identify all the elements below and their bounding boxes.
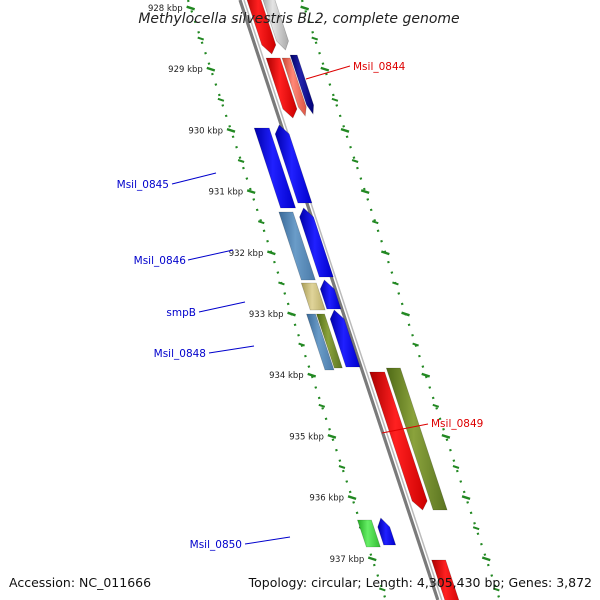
leader-line (381, 423, 429, 434)
major-tick (461, 495, 471, 501)
tick-label: 932 kbp (229, 249, 264, 259)
minor-tick (472, 526, 480, 531)
major-tick (307, 372, 317, 378)
topology-text: Topology: circular; Length: 4,305,430 bp… (248, 575, 592, 590)
gene-label-msil-0849: Msil_0849 (431, 418, 483, 430)
gene-label-msil-0850: Msil_0850 (190, 539, 242, 551)
leader-line (171, 172, 217, 185)
backbone-highlight (243, 0, 443, 600)
gene-navy (289, 54, 314, 115)
minor-tick (379, 587, 386, 592)
minor-tick (371, 220, 379, 225)
major-tick (401, 311, 410, 317)
tick-label: 929 kbp (168, 65, 203, 75)
major-tick (340, 127, 350, 133)
gene-msil-0848-a (306, 313, 335, 371)
gene-msil-0848-b (329, 309, 361, 368)
gene-msil-0845-a (253, 127, 296, 209)
gene-grey-top (262, 0, 289, 51)
minor-tick (197, 36, 205, 41)
gene-msil-0849-red (369, 371, 428, 511)
tick-label: 928 kbp (148, 4, 183, 14)
minor-tick (217, 97, 225, 102)
leader-line (187, 249, 234, 261)
gene-msil-0848-olive (316, 313, 343, 369)
leader-line (244, 536, 291, 545)
major-tick (300, 5, 310, 11)
minor-tick (257, 220, 265, 225)
tick-label: 937 kbp (330, 555, 365, 565)
tick-label: 934 kbp (269, 371, 304, 381)
gene-labels: Msil_0844 Msil_0845 Msil_0846 smpB Msil_0848… (117, 61, 484, 551)
tick-label: 935 kbp (289, 432, 324, 442)
minor-tick (278, 281, 285, 286)
gene-msil-0849-olive (385, 367, 448, 511)
major-tick (441, 433, 451, 439)
major-tick (186, 5, 196, 11)
map-title: Methylocella silvestris BL2, complete ge… (138, 11, 459, 27)
gene-label-smpb: smpB (166, 307, 196, 319)
major-tick (421, 372, 431, 378)
minor-tick (392, 281, 399, 286)
major-tick (347, 495, 357, 501)
major-tick (380, 250, 390, 256)
minor-tick (432, 403, 440, 408)
gene-label-msil-0845: Msil_0845 (117, 179, 169, 191)
minor-tick (351, 159, 359, 163)
minor-tick (311, 36, 319, 41)
major-tick (287, 311, 296, 317)
gene-red-top (246, 0, 277, 55)
kbp-ruler: 928 kbp 929 kbp 930 kbp 931 kbp 932 kbp 933 k… (148, 4, 500, 592)
tick-label: 933 kbp (249, 310, 284, 320)
gene-msil-0846-b (299, 207, 334, 278)
major-tick (320, 66, 330, 72)
gene-label-msil-0846: Msil_0846 (134, 255, 187, 267)
backbone-line (238, 0, 440, 600)
tick-label: 930 kbp (188, 126, 223, 136)
minor-tick (338, 465, 346, 469)
minor-tick (331, 97, 339, 102)
gene-red-bottom (431, 559, 460, 600)
minor-tick (237, 159, 245, 163)
gene-msil-0850-blue (377, 517, 397, 546)
major-tick (360, 189, 370, 195)
minor-tick (493, 587, 500, 592)
gene-salmon (281, 57, 307, 117)
leader-line (198, 301, 246, 313)
gene-msil-0844-red (265, 57, 298, 119)
major-tick (367, 556, 377, 562)
minor-tick (298, 342, 305, 347)
genome-backbone (238, 0, 443, 600)
major-tick (481, 556, 491, 562)
major-tick (327, 433, 337, 439)
gene-label-msil-0844: Msil_0844 (353, 61, 406, 73)
gene-smpb (300, 282, 326, 311)
gene-msil-0850-green (357, 519, 381, 548)
minor-tick (318, 403, 326, 408)
gene-msil-0846-a (278, 211, 316, 281)
minor-tick (452, 465, 460, 469)
leader-line (305, 65, 351, 80)
leader-line (208, 345, 255, 354)
accession-text: Accession: NC_011666 (9, 575, 152, 590)
track-guides (186, 0, 501, 600)
major-tick (206, 66, 216, 72)
major-tick (266, 250, 276, 256)
minor-tick (412, 342, 419, 347)
major-tick (226, 127, 236, 133)
gene-msil-0845-b (274, 124, 313, 204)
gene-label-msil-0848: Msil_0848 (154, 348, 206, 360)
major-tick (246, 189, 256, 195)
tick-label: 931 kbp (209, 188, 244, 198)
gene-smpb-b (319, 279, 342, 310)
tick-label: 936 kbp (309, 494, 344, 504)
gene-features (246, 0, 460, 600)
